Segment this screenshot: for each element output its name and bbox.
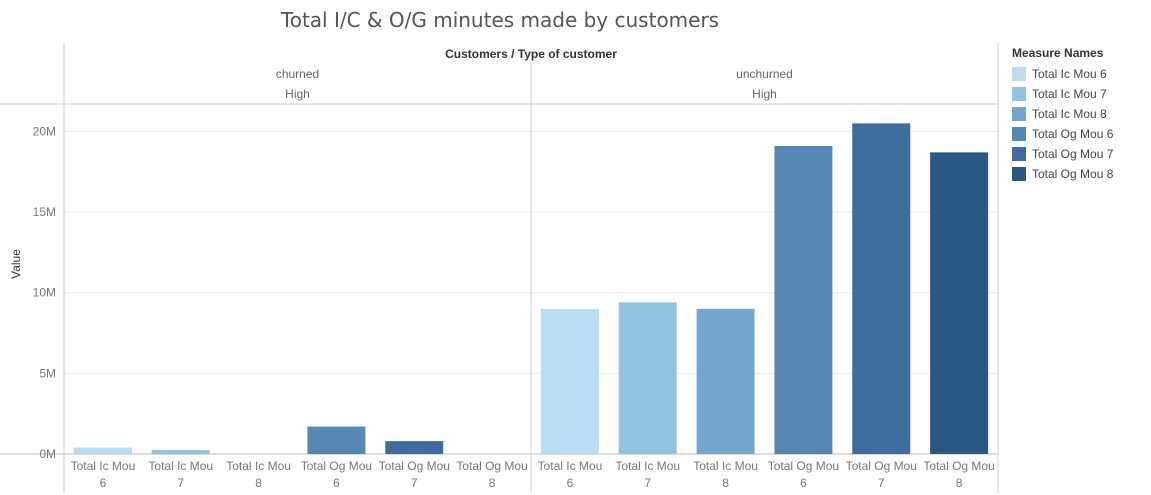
legend-item[interactable]: Total Og Mou 6 (1012, 124, 1147, 144)
x-tick-label: Total Og Mou (846, 459, 917, 473)
legend-items: Total Ic Mou 6 Total Ic Mou 7 Total Ic Mou… (1012, 64, 1147, 184)
x-tick-label: Total Ic Mou (615, 459, 680, 473)
bar-unchurned-5 (852, 123, 911, 455)
legend-swatch (1012, 167, 1026, 181)
bar-unchurned-4 (774, 145, 833, 454)
legend-swatch (1012, 67, 1026, 81)
y-tick-label: 0M (39, 447, 56, 461)
x-tick-label: Total Ic Mou (226, 459, 291, 473)
legend-label: Total Ic Mou 8 (1032, 107, 1107, 121)
bars-layer (73, 123, 989, 455)
legend-item[interactable]: Total Ic Mou 6 (1012, 64, 1147, 84)
x-tick-label: Total Og Mou (768, 459, 839, 473)
bar-chart: 0M 5M 10M 15M 20M Customers / Type of custome… (0, 43, 999, 493)
bar-churned-2 (151, 449, 210, 454)
legend-item[interactable]: Total Og Mou 7 (1012, 144, 1147, 164)
x-tick-label-line2: 8 (255, 476, 262, 490)
x-tick-label-line2: 6 (567, 476, 574, 490)
x-tick-label: Total Og Mou (923, 459, 994, 473)
x-tick-label-line2: 7 (177, 476, 184, 490)
legend-item[interactable]: Total Ic Mou 7 (1012, 84, 1147, 104)
y-tick-label: 10M (33, 286, 56, 300)
x-tick-label-line2: 6 (333, 476, 340, 490)
x-tick-label: Total Og Mou (456, 459, 527, 473)
legend-label: Total Ic Mou 6 (1032, 67, 1107, 81)
x-tick-label-line2: 8 (722, 476, 729, 490)
x-tick-label: Total Og Mou (301, 459, 372, 473)
x-tick-label: Total Ic Mou (693, 459, 758, 473)
text-layer: 0M 5M 10M 15M 20M Customers / Type of custome… (9, 47, 995, 490)
legend: Measure Names Total Ic Mou 6 Total Ic Mou… (1012, 46, 1147, 184)
panel-subgroup-label: High (285, 87, 310, 101)
panel-group-label: churned (276, 67, 319, 81)
bar-churned-1 (73, 447, 132, 454)
chart-title: Total I/C & O/G minutes made by customer… (280, 8, 720, 32)
frame-layer (0, 43, 999, 493)
panel-subgroup-label: High (752, 87, 777, 101)
x-tick-label: Total Ic Mou (71, 459, 136, 473)
y-tick-label: 20M (33, 124, 56, 138)
bar-churned-5 (385, 441, 444, 454)
x-tick-label: Total Ic Mou (148, 459, 213, 473)
legend-item[interactable]: Total Og Mou 8 (1012, 164, 1147, 184)
column-header: Customers / Type of customer (445, 47, 617, 61)
legend-swatch (1012, 127, 1026, 141)
x-tick-label-line2: 6 (100, 476, 107, 490)
x-tick-label-line2: 6 (800, 476, 807, 490)
legend-swatch (1012, 107, 1026, 121)
legend-label: Total Og Mou 7 (1032, 147, 1114, 161)
panel-group-label: unchurned (736, 67, 793, 81)
legend-swatch (1012, 87, 1026, 101)
legend-title: Measure Names (1012, 46, 1104, 60)
y-tick-label: 5M (39, 366, 56, 380)
legend-label: Total Og Mou 6 (1032, 127, 1114, 141)
bar-unchurned-2 (618, 302, 677, 454)
bar-unchurned-6 (930, 152, 989, 455)
x-tick-label: Total Ic Mou (538, 459, 603, 473)
legend-item[interactable]: Total Ic Mou 8 (1012, 104, 1147, 124)
legend-label: Total Og Mou 8 (1032, 167, 1114, 181)
x-tick-label-line2: 7 (644, 476, 651, 490)
bar-unchurned-3 (696, 308, 755, 454)
legend-swatch (1012, 147, 1026, 161)
x-tick-label-line2: 7 (878, 476, 885, 490)
x-tick-label-line2: 8 (956, 476, 963, 490)
y-axis-label: Value (9, 249, 23, 279)
legend-label: Total Ic Mou 7 (1032, 87, 1107, 101)
bar-churned-4 (307, 426, 366, 454)
x-tick-label: Total Og Mou (379, 459, 450, 473)
x-tick-label-line2: 7 (411, 476, 418, 490)
x-tick-label-line2: 8 (489, 476, 496, 490)
bar-unchurned-1 (540, 308, 599, 454)
y-tick-label: 15M (33, 205, 56, 219)
